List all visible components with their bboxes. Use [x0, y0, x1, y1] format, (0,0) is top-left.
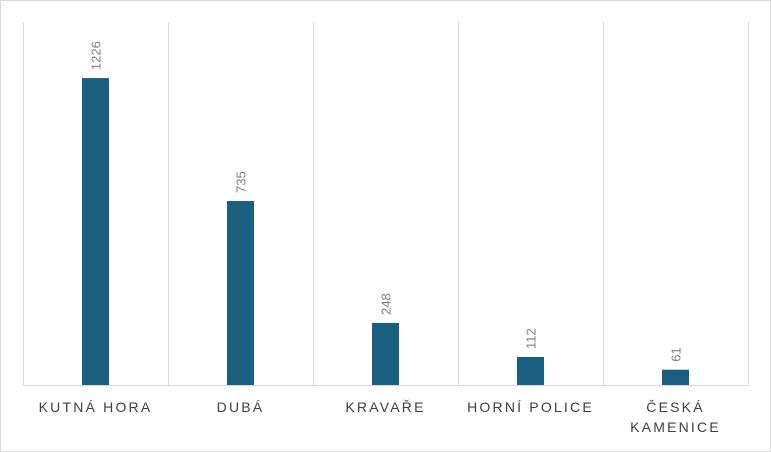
data-label: 735: [234, 171, 249, 193]
category-label: ČESKÁ: [646, 399, 704, 415]
data-label: 1226: [89, 41, 104, 70]
bar: [227, 200, 254, 385]
data-label: 112: [524, 328, 539, 349]
category-label: HORNÍ POLICE: [467, 399, 594, 415]
category-label: KUTNÁ HORA: [39, 399, 153, 415]
category-label: DUBÁ: [217, 399, 265, 415]
category-label: KAMENICE: [630, 419, 721, 435]
bar: [372, 322, 399, 385]
bar: [662, 369, 689, 385]
data-label: 248: [379, 293, 394, 315]
bar: [517, 356, 544, 385]
bar: [82, 78, 109, 385]
category-label: KRAVAŘE: [345, 399, 425, 415]
data-label: 61: [669, 347, 684, 361]
